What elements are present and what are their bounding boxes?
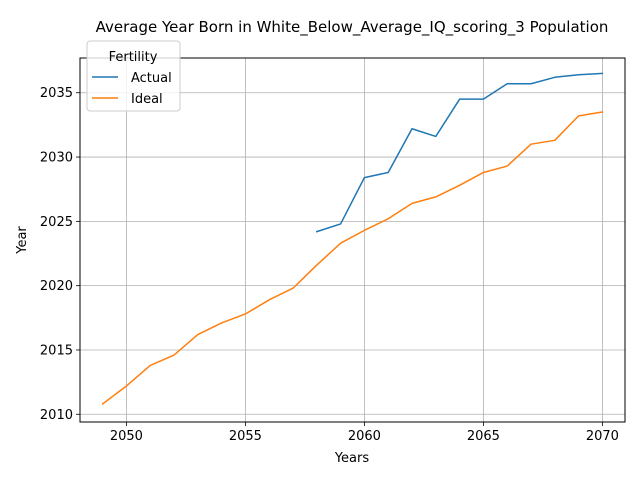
x-tick-label: 2050 (110, 429, 143, 444)
x-tick-label: 2060 (348, 429, 381, 444)
x-tick-label: 2065 (467, 429, 500, 444)
legend-box (86, 40, 181, 112)
y-axis-label: Year (15, 226, 30, 255)
x-tick-label: 2070 (586, 429, 619, 444)
y-tick-label: 2025 (40, 215, 73, 230)
legend-label-actual: Actual (131, 71, 172, 86)
grid (80, 58, 625, 422)
legend-title: Fertility (109, 50, 158, 65)
y-tick-label: 2020 (40, 279, 73, 294)
chart-title: Average Year Born in White_Below_Average… (96, 18, 609, 37)
legend-label-ideal: Ideal (131, 92, 163, 107)
series-lines (101, 72, 604, 406)
y-tick-label: 2030 (40, 151, 73, 166)
series-line-actual (315, 72, 604, 233)
x-axis-label: Years (334, 451, 370, 466)
x-tick-label: 2055 (229, 429, 262, 444)
y-tick-label: 2035 (40, 86, 73, 101)
series-line-ideal (101, 111, 604, 406)
plot-frame (79, 57, 626, 423)
y-tick-label: 2015 (40, 343, 73, 358)
axis-ticks: 2050 2055 2060 2065 2070 2010 2015 2020 2025 2030… (40, 86, 619, 444)
y-tick-label: 2010 (40, 408, 73, 423)
legend: Fertility Actual Ideal (86, 40, 181, 112)
